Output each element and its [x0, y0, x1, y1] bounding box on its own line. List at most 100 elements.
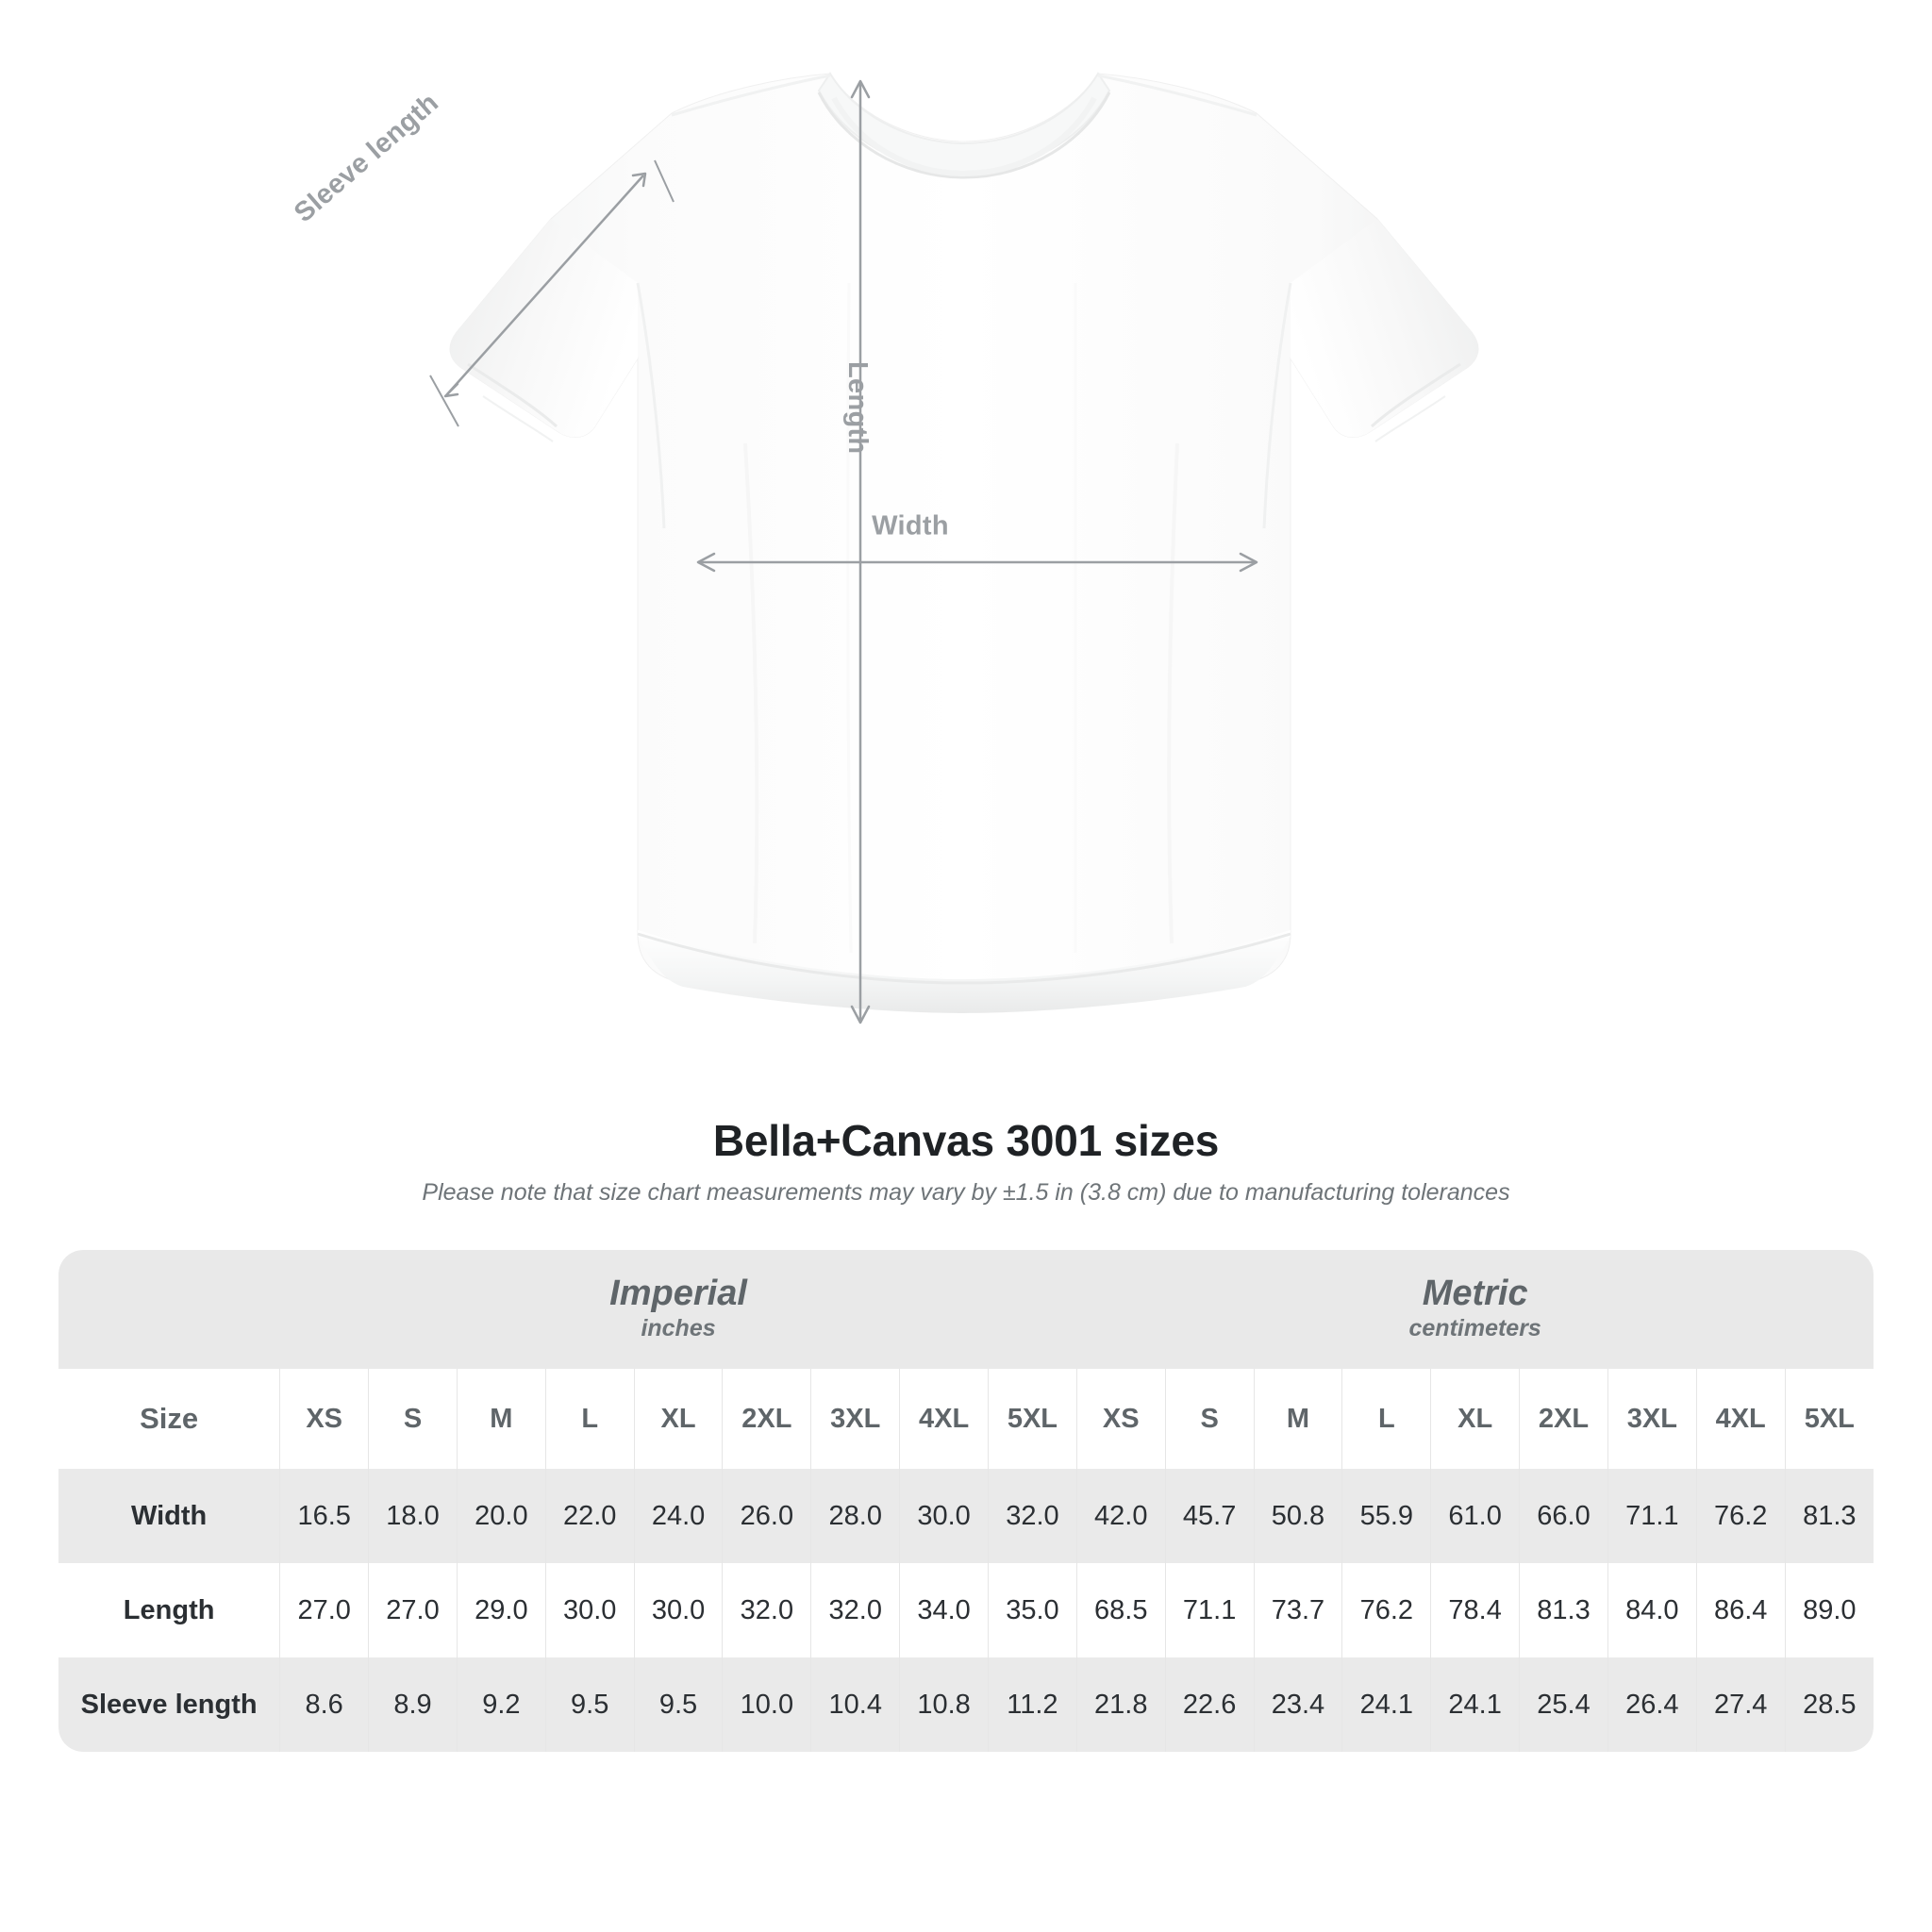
table-cell: 89.0: [1784, 1563, 1874, 1657]
chart-heading: Bella+Canvas 3001 sizes Please note that…: [0, 1115, 1932, 1207]
table-cell: 27.0: [368, 1563, 458, 1657]
size-header-label: Size: [58, 1369, 280, 1469]
table-cell: 30.0: [899, 1469, 989, 1563]
size-chart-table: Imperial inches Metric centimeters Size …: [58, 1250, 1874, 1752]
table-cell: 81.3: [1784, 1469, 1874, 1563]
table-row: Length 27.0 27.0 29.0 30.0 30.0 32.0 32.…: [58, 1563, 1874, 1657]
table-cell: 81.3: [1519, 1563, 1608, 1657]
sleeve-length-dimension-arrow: [429, 159, 675, 427]
size-header-cell: 2XL: [722, 1369, 811, 1469]
size-header-cell: 2XL: [1519, 1369, 1608, 1469]
size-header-cell: 4XL: [1695, 1369, 1786, 1469]
table-cell: 76.2: [1695, 1469, 1786, 1563]
table-cell: 30.0: [544, 1563, 635, 1657]
row-label-sleeve-length: Sleeve length: [58, 1657, 280, 1752]
table-cell: 9.5: [544, 1657, 635, 1752]
page-title: Bella+Canvas 3001 sizes: [712, 1116, 1220, 1165]
table-cell: 34.0: [899, 1563, 989, 1657]
tshirt-body-shape: [449, 72, 1479, 1013]
table-cell: 10.4: [810, 1657, 900, 1752]
table-cell: 32.0: [810, 1563, 900, 1657]
table-cell: 50.8: [1253, 1469, 1342, 1563]
tolerance-note: Please note that size chart measurements…: [422, 1179, 1510, 1206]
length-label: Length: [842, 361, 873, 455]
table-row: Width 16.5 18.0 20.0 22.0 24.0 26.0 28.0…: [58, 1469, 1874, 1563]
unit-group-metric: Metric centimeters: [1076, 1250, 1874, 1369]
table-cell: 26.0: [722, 1469, 811, 1563]
table-cell: 84.0: [1607, 1563, 1697, 1657]
table-cell: 32.0: [988, 1469, 1077, 1563]
table-cell: 24.1: [1341, 1657, 1431, 1752]
table-cell: 25.4: [1519, 1657, 1608, 1752]
table-cell: 16.5: [279, 1469, 369, 1563]
size-header-row: Size XS S M L XL 2XL 3XL 4XL 5XL XS S M …: [58, 1369, 1874, 1469]
table-cell: 22.0: [544, 1469, 635, 1563]
table-cell: 28.0: [810, 1469, 900, 1563]
table-cell: 22.6: [1164, 1657, 1255, 1752]
width-dimension-arrow: [696, 552, 1258, 573]
table-cell: 11.2: [988, 1657, 1077, 1752]
table-cell: 8.6: [279, 1657, 369, 1752]
size-header-cell: XL: [633, 1369, 723, 1469]
size-header-cell: 5XL: [1784, 1369, 1874, 1469]
table-cell: 71.1: [1607, 1469, 1697, 1563]
length-dimension-arrow: [850, 79, 871, 1024]
size-header-cell: XS: [279, 1369, 369, 1469]
table-cell: 8.9: [368, 1657, 458, 1752]
table-cell: 76.2: [1341, 1563, 1431, 1657]
table-cell: 27.4: [1695, 1657, 1786, 1752]
table-row: Sleeve length 8.6 8.9 9.2 9.5 9.5 10.0 1…: [58, 1657, 1874, 1752]
table-cell: 24.1: [1430, 1657, 1520, 1752]
size-header-cell: L: [544, 1369, 635, 1469]
size-header-cell: 3XL: [810, 1369, 900, 1469]
table-cell: 32.0: [722, 1563, 811, 1657]
unit-banner-spacer: [58, 1250, 280, 1369]
width-label: Width: [872, 510, 949, 541]
size-header-cell: S: [368, 1369, 458, 1469]
unit-group-metric-unit: centimeters: [1408, 1314, 1541, 1341]
size-header-cell: L: [1341, 1369, 1431, 1469]
table-cell: 45.7: [1164, 1469, 1255, 1563]
table-cell: 26.4: [1607, 1657, 1697, 1752]
table-cell: 42.0: [1075, 1469, 1166, 1563]
table-cell: 29.0: [456, 1563, 546, 1657]
table-cell: 21.8: [1075, 1657, 1166, 1752]
table-cell: 18.0: [368, 1469, 458, 1563]
size-table-container: Imperial inches Metric centimeters Size …: [58, 1250, 1874, 1752]
row-label-width: Width: [58, 1469, 280, 1563]
table-cell: 86.4: [1695, 1563, 1786, 1657]
table-cell: 73.7: [1253, 1563, 1342, 1657]
table-cell: 23.4: [1253, 1657, 1342, 1752]
table-cell: 20.0: [456, 1469, 546, 1563]
unit-group-metric-name: Metric: [1422, 1273, 1528, 1313]
table-cell: 28.5: [1784, 1657, 1874, 1752]
unit-group-imperial-unit: inches: [641, 1314, 716, 1341]
table-cell: 30.0: [633, 1563, 723, 1657]
table-cell: 35.0: [988, 1563, 1077, 1657]
table-cell: 61.0: [1430, 1469, 1520, 1563]
table-cell: 66.0: [1519, 1469, 1608, 1563]
unit-group-imperial-name: Imperial: [609, 1273, 747, 1313]
size-header-cell: S: [1164, 1369, 1255, 1469]
table-cell: 71.1: [1164, 1563, 1255, 1657]
row-label-length: Length: [58, 1563, 280, 1657]
table-cell: 68.5: [1075, 1563, 1166, 1657]
size-header-cell: M: [456, 1369, 546, 1469]
size-header-cell: 3XL: [1607, 1369, 1697, 1469]
table-cell: 10.0: [722, 1657, 811, 1752]
table-cell: 10.8: [899, 1657, 989, 1752]
table-cell: 24.0: [633, 1469, 723, 1563]
table-cell: 9.2: [456, 1657, 546, 1752]
size-header-cell: M: [1253, 1369, 1342, 1469]
size-header-cell: 4XL: [899, 1369, 989, 1469]
size-header-cell: 5XL: [988, 1369, 1077, 1469]
table-cell: 78.4: [1430, 1563, 1520, 1657]
measurement-lines: [429, 79, 1258, 1024]
tshirt-illustration: [429, 72, 1479, 1024]
table-cell: 9.5: [633, 1657, 723, 1752]
table-cell: 27.0: [279, 1563, 369, 1657]
unit-group-imperial: Imperial inches: [279, 1250, 1077, 1369]
size-header-cell: XL: [1430, 1369, 1520, 1469]
table-cell: 55.9: [1341, 1469, 1431, 1563]
